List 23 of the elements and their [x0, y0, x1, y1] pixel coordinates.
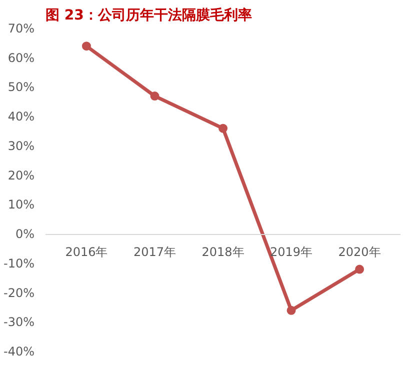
x-tick-label: 2018年 [202, 245, 244, 260]
y-tick-label: 70% [8, 22, 34, 36]
point [355, 264, 364, 274]
y-tick-label: 50% [8, 80, 34, 94]
y-tick-label: -10% [4, 256, 35, 270]
x-tick-label: 2016年 [65, 245, 108, 260]
point [218, 124, 228, 133]
x-tick-label: 2017年 [133, 245, 176, 260]
y-tick-label: 20% [8, 168, 34, 182]
x-tick-label: 2020年 [338, 245, 381, 260]
y-tick-label: 30% [8, 138, 34, 153]
y-tick-label: -40% [4, 344, 35, 358]
point [150, 92, 160, 101]
chart-title: 图 23：公司历年干法隔膜毛利率 [46, 6, 252, 24]
x-tick-label: 2019年 [270, 245, 313, 260]
y-tick-label: 60% [8, 50, 34, 65]
y-tick-label: 40% [8, 110, 34, 124]
y-tick-label: -30% [4, 315, 35, 330]
y-tick-label: -20% [4, 286, 35, 300]
point [82, 42, 91, 51]
y-tick-label: 0% [15, 227, 35, 242]
y-tick-label: 10% [8, 198, 34, 212]
point [286, 306, 296, 315]
